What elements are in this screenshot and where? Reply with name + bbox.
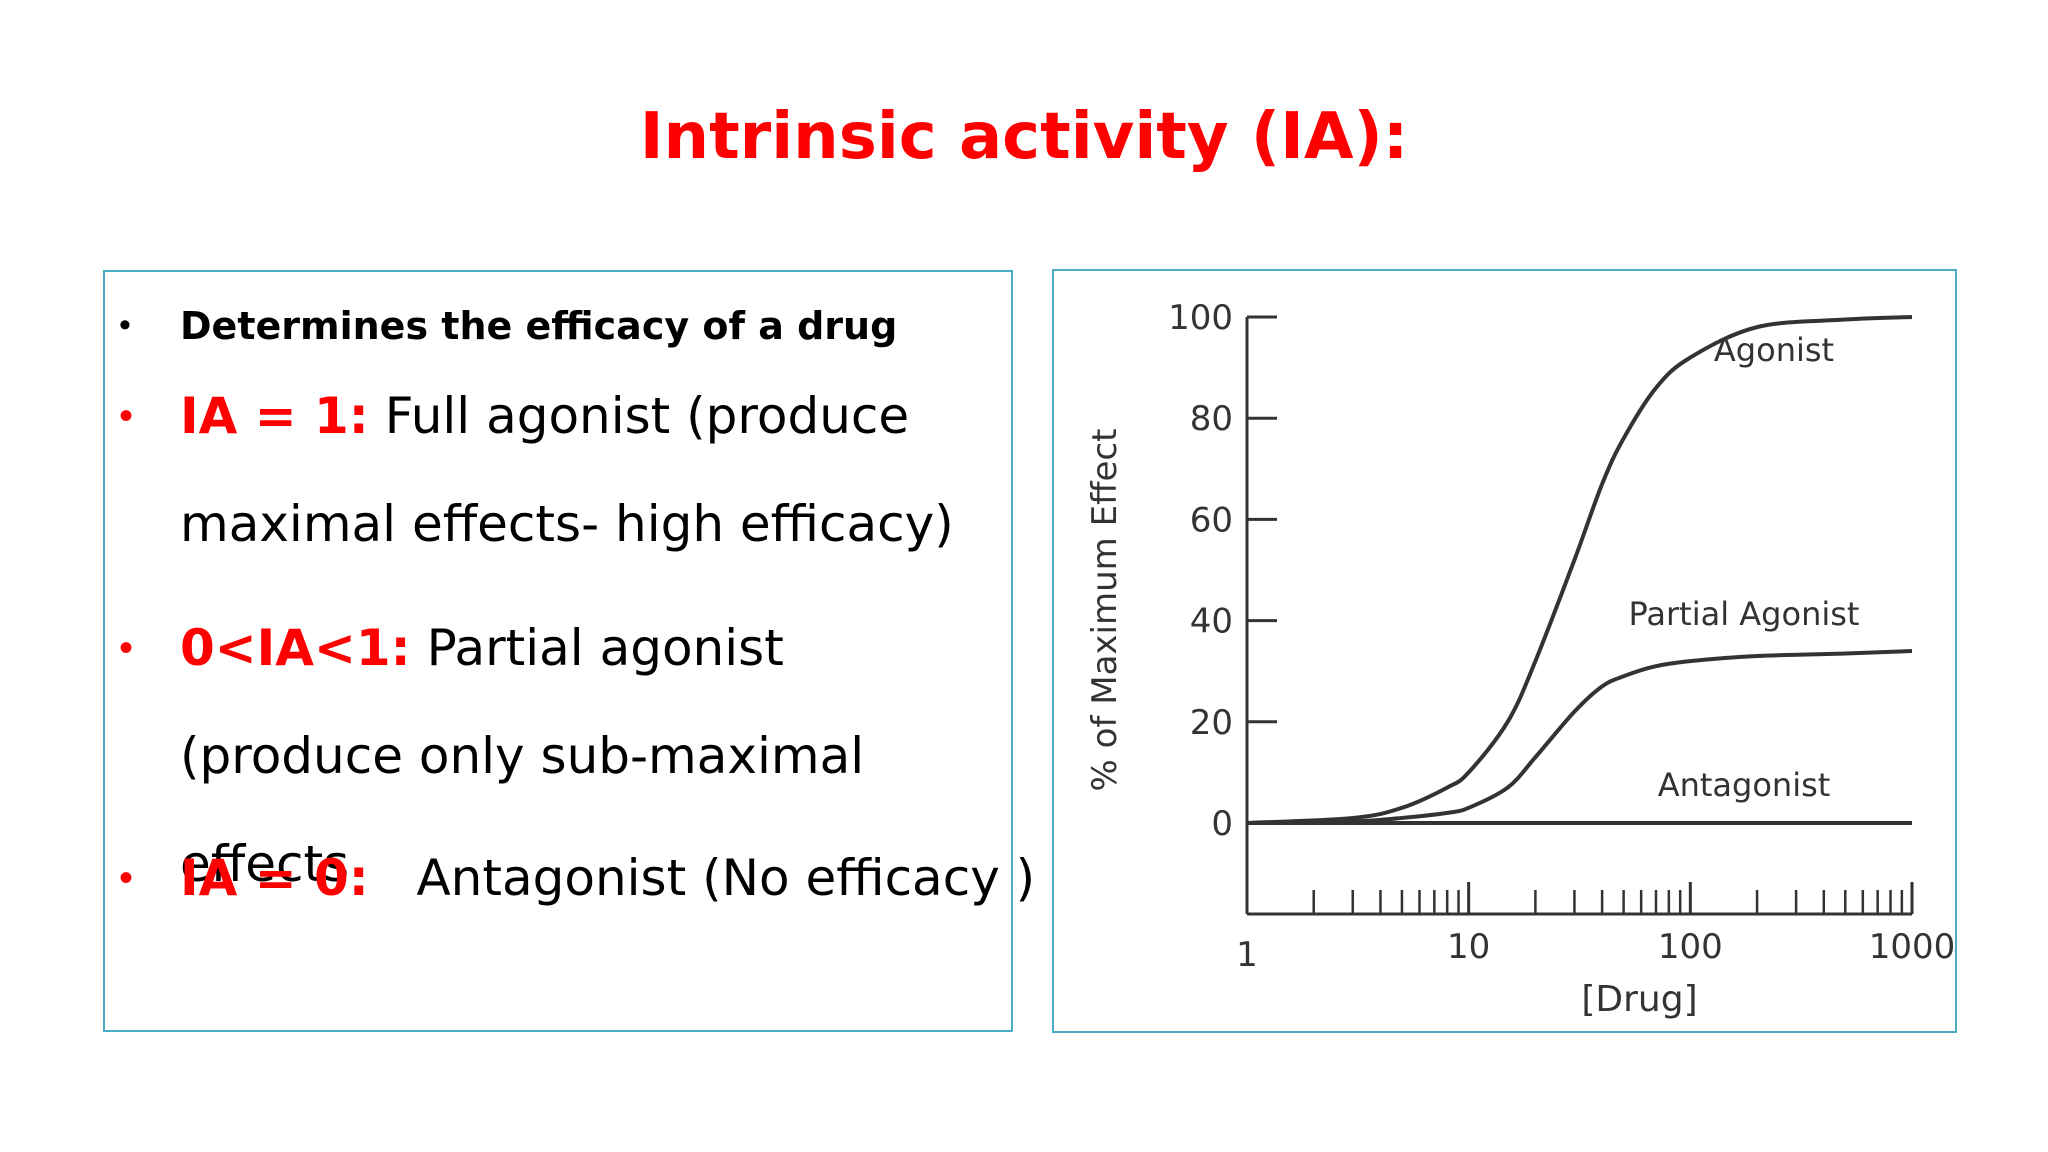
chart-curves xyxy=(1246,315,1913,825)
x-tick-label: 10 xyxy=(1447,927,1490,967)
y-tick-label: 80 xyxy=(1190,399,1233,439)
bullet-highlight: IA = 1: xyxy=(180,387,369,445)
series-label-antagonist: Antagonist xyxy=(1658,766,1831,804)
curve-partial-agonist xyxy=(1246,648,1913,825)
x-tick-label: 1000 xyxy=(1869,927,1955,967)
slide-title: Intrinsic activity (IA): xyxy=(639,100,1409,174)
bullet-dot-icon: • xyxy=(119,306,131,344)
y-tick-label: 60 xyxy=(1190,500,1233,540)
series-label-partial-agonist: Partial Agonist xyxy=(1629,595,1860,633)
chart-ticks xyxy=(1247,315,1914,914)
y-tick-label: 40 xyxy=(1190,602,1233,642)
bullet-body: Antagonist (No efficacy ) xyxy=(368,849,1036,907)
chart-axes xyxy=(1245,317,1912,916)
bullet-text: IA = 0: Antagonist (No efficacy ) xyxy=(180,824,1035,932)
series-label-agonist: Agonist xyxy=(1714,331,1834,369)
curve-agonist xyxy=(1246,315,1913,825)
chart-box: 0 20 40 60 80 100 1 10 100 1000 [Drug] % of Maximum… xyxy=(1052,269,1957,1033)
x-axis-label: [Drug] xyxy=(1581,979,1697,1020)
y-axis-label: % of Maximum Effect xyxy=(1085,429,1125,792)
bullet-body: Partial agonist (produce only sub-maxima… xyxy=(180,619,865,893)
bullet-text: IA = 1: Full agonist (produce maximal ef… xyxy=(180,362,980,578)
y-tick-label: 100 xyxy=(1168,298,1233,338)
bullet-dot-icon: • xyxy=(119,626,134,670)
bullet-dot-icon: • xyxy=(119,856,134,900)
bullet-body: Full agonist (produce maximal effects- h… xyxy=(180,387,954,553)
bullet-text: Determines the efficacy of a drug xyxy=(180,304,898,348)
bullet-dot-icon: • xyxy=(119,394,134,438)
dose-response-chart: 0 20 40 60 80 100 1 10 100 1000 [Drug] % of Maximum… xyxy=(1085,298,1955,1020)
x-tick-label: 100 xyxy=(1658,927,1723,967)
bullet-text: 0<IA<1: Partial agonist (produce only su… xyxy=(180,594,980,918)
y-tick-label: 20 xyxy=(1190,703,1233,743)
bullet-list-box: • Determines the efficacy of a drug • IA… xyxy=(103,270,1035,1032)
bullet-highlight: 0<IA<1: xyxy=(180,619,411,677)
y-tick-label: 0 xyxy=(1211,804,1233,844)
x-tick-label: 1 xyxy=(1236,935,1258,975)
bullet-highlight: IA = 0: xyxy=(180,849,369,907)
chart-labels: 0 20 40 60 80 100 1 10 100 1000 [Drug] % of Maximum… xyxy=(1085,298,1955,1020)
